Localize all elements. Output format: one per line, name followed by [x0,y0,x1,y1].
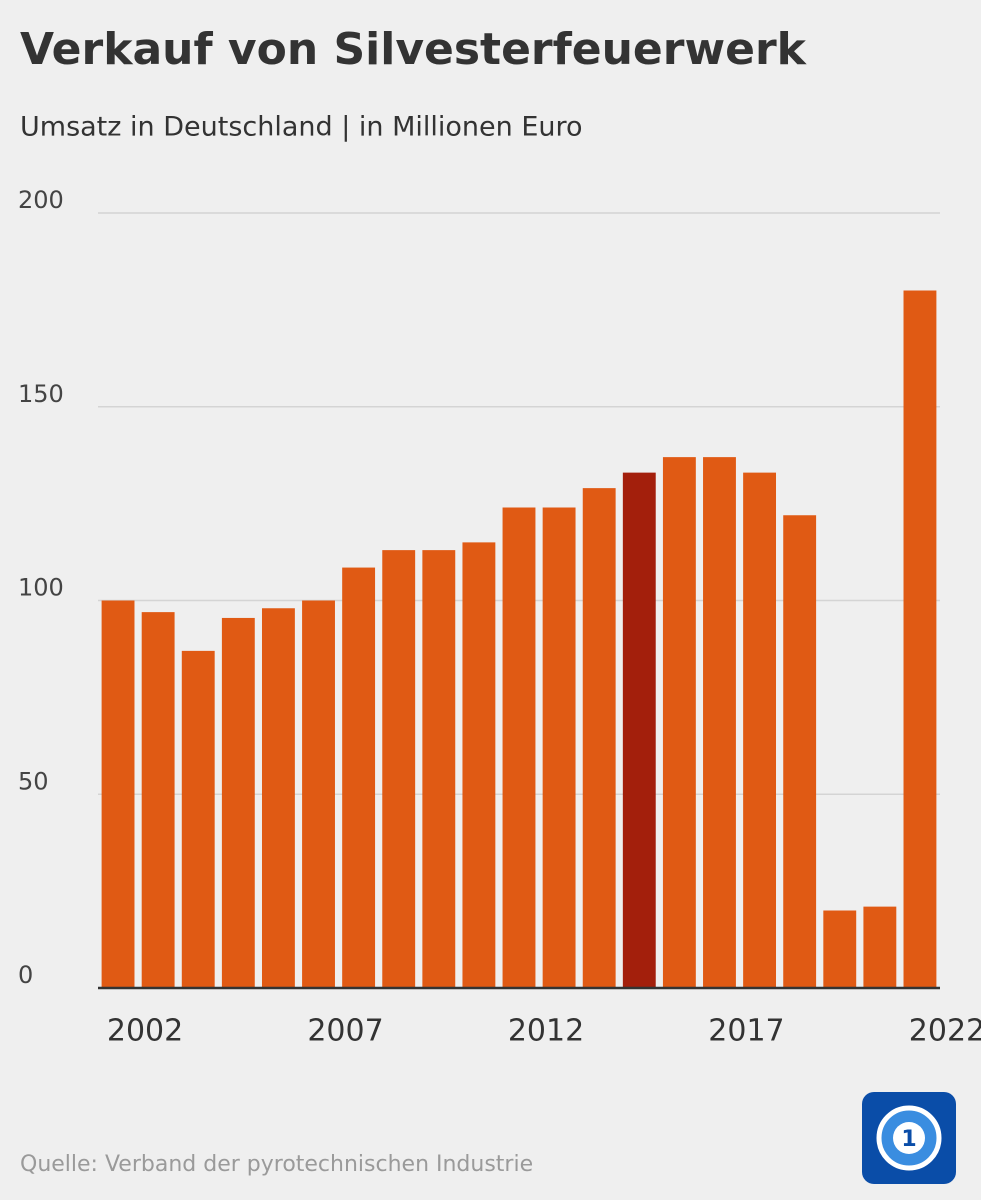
y-tick-label: 100 [18,574,64,602]
bar [342,567,376,988]
bar [181,650,215,988]
bar [502,507,536,988]
bar [743,472,777,988]
bar [221,617,255,988]
bar [141,612,175,988]
x-tick-label: 2007 [307,1014,383,1049]
bar [662,457,696,988]
y-tick-label: 150 [18,380,64,408]
y-tick-label: 200 [18,186,64,214]
x-tick-label: 2012 [508,1014,584,1049]
bar [903,290,937,988]
bar [582,488,616,988]
bar [783,515,817,988]
x-tick-label: 2017 [708,1014,784,1049]
bar [462,542,496,988]
logo: 1 [862,1092,956,1184]
chart-subtitle: Umsatz in Deutschland | in Millionen Eur… [20,112,583,143]
bar [101,600,135,988]
source: Quelle: Verband der pyrotechnischen Indu… [20,1152,533,1177]
x-tick-label: 2022 [909,1014,981,1049]
chart-title: Verkauf von Silvesterfeuerwerk [20,24,808,75]
bar [261,608,295,988]
y-tick-label: 0 [18,961,33,989]
y-tick-label: 50 [18,767,49,795]
bar [302,600,335,988]
bar [542,507,576,988]
x-tick-label: 2002 [107,1014,183,1049]
bar [863,906,897,988]
bar [823,910,857,988]
bar [703,457,736,988]
svg-text:1: 1 [901,1127,916,1152]
bar [382,550,416,988]
bar [422,550,456,988]
bar [622,472,656,988]
